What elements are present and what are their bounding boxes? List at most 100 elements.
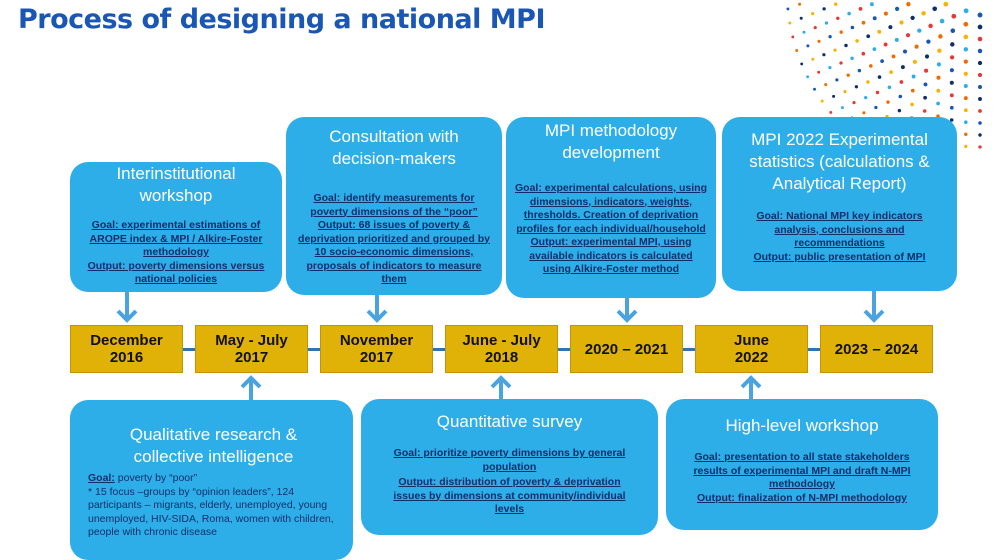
timeline-date-june-2022: June 2022: [695, 325, 808, 373]
decorative-dot: [861, 51, 866, 56]
decorative-dot: [880, 59, 884, 63]
decorative-dot: [932, 6, 938, 12]
arrow-down-icon: [116, 292, 138, 323]
goal-text: Goal: presentation to all state stakehol…: [693, 451, 911, 490]
decorative-dot: [921, 11, 926, 16]
card-mpi-methodology-development: MPI methodology development Goal: experi…: [506, 117, 716, 298]
decorative-dot: [800, 62, 804, 66]
decorative-dot: [869, 64, 873, 68]
decorative-dot: [833, 48, 837, 52]
card-title: MPI methodology development: [544, 121, 678, 162]
decorative-dot: [883, 42, 888, 47]
decorative-dot: [895, 6, 900, 11]
decorative-dot: [811, 57, 815, 61]
decorative-dot: [889, 70, 893, 74]
decorative-dot: [788, 21, 792, 25]
decorative-dot: [977, 48, 983, 54]
decorative-dot: [978, 97, 982, 101]
decorative-dot: [832, 94, 836, 98]
decorative-dot: [924, 68, 929, 73]
decorative-dot: [910, 88, 915, 93]
goal-text: Goal: experimental estimations of AROPE …: [89, 219, 263, 258]
decorative-dot: [824, 83, 828, 87]
decorative-dot: [877, 29, 882, 34]
decorative-dot: [806, 44, 810, 48]
card-interinstitutional-workshop: Interinstitutional workshop Goal: experi…: [70, 162, 282, 292]
decorative-dot: [914, 44, 919, 49]
decorative-dot: [887, 85, 892, 90]
decorative-dot: [963, 108, 968, 113]
decorative-dot: [791, 35, 795, 39]
card-title: Consultation with decision-makers: [329, 127, 459, 168]
decorative-dot: [858, 7, 863, 11]
card-body: Goal: prioritize poverty dimensions by g…: [383, 447, 636, 517]
decorative-dot: [949, 80, 954, 85]
decorative-dot: [977, 24, 983, 30]
card-body: Goal: poverty by “poor” * 15 focus –grou…: [88, 472, 339, 540]
timeline-date-december-2016: December 2016: [70, 325, 183, 373]
decorative-dot: [828, 35, 832, 39]
decorative-dot: [950, 28, 956, 34]
output-text: Output: distribution of poverty & depriv…: [393, 476, 626, 515]
decorative-dot: [813, 26, 817, 30]
goal-text: Goal: prioritize poverty dimensions by g…: [393, 447, 626, 473]
decorative-dot: [828, 66, 832, 70]
arrow-up-icon: [490, 375, 512, 400]
card-mpi-2022-experimental-statistics: MPI 2022 Experimental statistics (calcul…: [722, 117, 957, 291]
decorative-dot: [786, 7, 790, 11]
decorative-dot: [910, 15, 915, 21]
decorative-dot: [928, 23, 933, 29]
card-title: Interinstitutional workshop: [116, 164, 236, 205]
decorative-dot: [847, 11, 851, 16]
decorative-dot: [897, 108, 902, 113]
card-consultation-decision-makers: Consultation with decision-makers Goal: …: [286, 117, 502, 295]
decorative-dot: [977, 36, 983, 42]
decorative-dot: [922, 109, 927, 113]
card-body: Goal: National MPI key indicators analys…: [730, 210, 949, 264]
decorative-dot: [846, 73, 850, 77]
decorative-dot: [857, 68, 862, 73]
output-text: Output: public presentation of MPI: [753, 250, 926, 263]
decorative-dot: [869, 2, 874, 7]
decorative-dot: [936, 62, 941, 67]
decorative-dot: [861, 20, 866, 25]
decorative-dot: [894, 37, 899, 42]
decorative-dot: [938, 34, 943, 39]
decorative-dot: [817, 39, 821, 43]
decorative-dot: [852, 101, 856, 105]
decorative-dot: [939, 18, 945, 24]
decorative-dot: [866, 80, 870, 84]
decorative-dot: [963, 71, 968, 76]
decorative-dot: [836, 16, 840, 21]
decorative-dot: [883, 11, 888, 16]
timeline-date-2020-2021: 2020 – 2021: [570, 325, 683, 373]
decorative-dot: [963, 47, 969, 52]
output-text: Output: poverty dimensions versus nation…: [87, 259, 265, 286]
timeline-date-june-july-2018: June - July 2018: [445, 325, 558, 373]
decorative-dot: [902, 49, 908, 54]
card-title: MPI 2022 Experimental statistics (calcul…: [749, 130, 930, 193]
decorative-dot: [963, 21, 969, 27]
card-body: Goal: experimental estimations of AROPE …: [78, 219, 274, 287]
decorative-dot: [905, 33, 911, 38]
timeline-date-november-2017: November 2017: [320, 325, 433, 373]
decorative-dot: [950, 42, 955, 47]
card-title: Quantitative survey: [436, 412, 583, 431]
decorative-dot: [977, 12, 983, 18]
decorative-dot: [977, 72, 983, 78]
decorative-dot: [872, 47, 877, 51]
decorative-dot: [817, 70, 821, 74]
goal-text: Goal: National MPI key indicators analys…: [756, 210, 923, 249]
decorative-dot: [875, 90, 880, 95]
decorative-dot: [833, 2, 838, 6]
decorative-dot: [912, 59, 917, 64]
decorative-dot: [899, 80, 904, 84]
decorative-dot: [799, 16, 803, 20]
decorative-dot: [835, 78, 839, 82]
decorative-dot: [829, 110, 833, 114]
detail-text: * 15 focus –groups by “opinion leaders”,…: [88, 485, 334, 539]
arrow-up-icon: [740, 375, 762, 400]
card-title: High-level workshop: [725, 416, 879, 435]
decorative-dot: [936, 75, 941, 80]
card-qualitative-research: Qualitative research & collective intell…: [70, 400, 353, 560]
